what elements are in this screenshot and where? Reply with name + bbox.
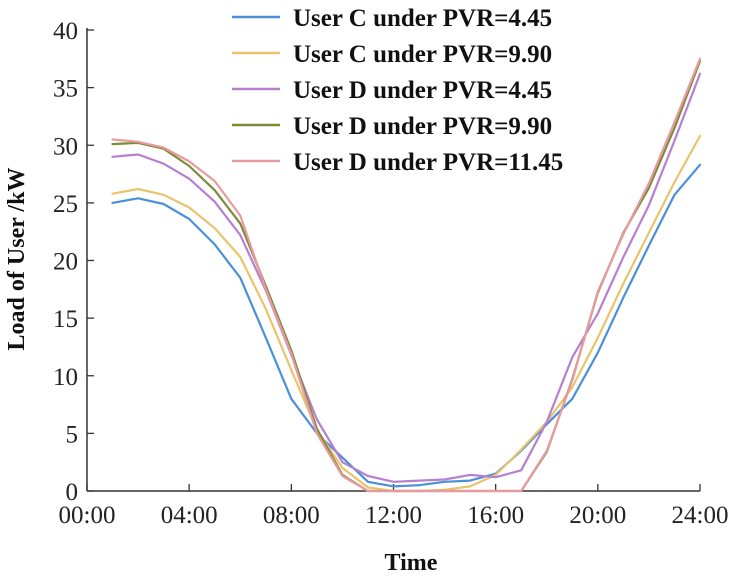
series-line-3 — [111, 72, 702, 483]
y-tick-label: 25 — [53, 191, 78, 218]
legend-label: User D under PVR=9.90 — [293, 113, 552, 140]
series-line-5 — [111, 57, 702, 493]
y-tick-label: 5 — [66, 421, 79, 448]
y-axis-title: Load of User /kW — [4, 168, 30, 351]
x-tick-label: 20:00 — [569, 502, 626, 529]
x-axis-title: Time — [385, 550, 438, 576]
y-tick-label: 10 — [53, 364, 78, 391]
series-line-1 — [111, 163, 702, 488]
x-tick-label: 00:00 — [59, 502, 116, 529]
x-tick-label: 16:00 — [467, 502, 524, 529]
y-tick-label: 30 — [53, 133, 78, 160]
x-tick-label: 12:00 — [365, 502, 422, 529]
x-tick-label: 24:00 — [672, 502, 729, 529]
y-tick-label: 15 — [53, 306, 78, 333]
y-tick-label: 0 — [66, 479, 79, 506]
legend: User C under PVR=4.45 User C under PVR=9.… — [232, 5, 563, 176]
legend-label: User D under PVR=11.45 — [293, 149, 563, 176]
x-tick-label: 04:00 — [161, 502, 218, 529]
y-tick-label: 35 — [53, 76, 78, 103]
legend-label: User C under PVR=4.45 — [293, 5, 552, 32]
legend-label: User C under PVR=9.90 — [293, 41, 552, 68]
axes-layer: 0 5 10 15 20 25 30 35 40 00:00 04:00 08:00 12:00 16:0… — [53, 18, 728, 529]
y-tick-label: 20 — [53, 249, 78, 276]
x-tick-label: 08:00 — [263, 502, 320, 529]
y-tick-label: 40 — [53, 18, 78, 45]
series-layer — [111, 57, 702, 493]
legend-label: User D under PVR=4.45 — [293, 77, 552, 104]
